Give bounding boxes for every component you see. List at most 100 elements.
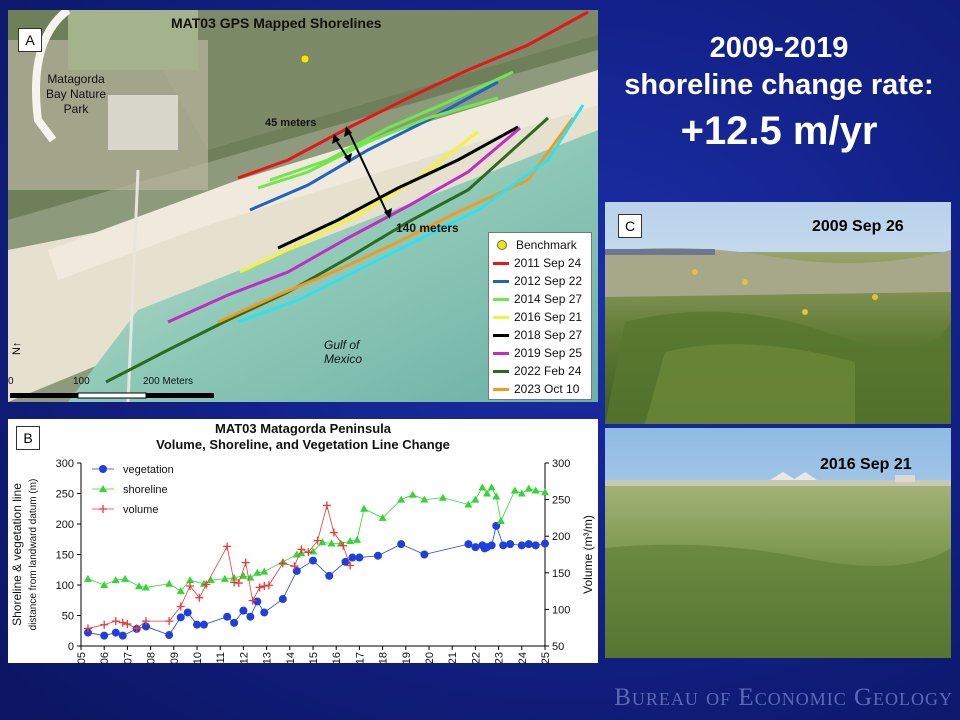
vegetation-point bbox=[199, 620, 208, 629]
vegetation-point bbox=[176, 613, 185, 622]
chart-subtitle: Volume, Shoreline, and Vegetation Line C… bbox=[156, 437, 450, 452]
vegetation-point bbox=[506, 540, 515, 549]
legend-item: 2023 Oct 10 bbox=[493, 381, 579, 397]
y-tick-label: 250 bbox=[56, 489, 74, 501]
vegetation-point bbox=[471, 543, 480, 552]
vegetation-point bbox=[517, 541, 526, 550]
y2-tick-label: 150 bbox=[552, 568, 570, 580]
shoreline-point bbox=[531, 486, 540, 494]
footer-organization: Bureau of Economic Geology bbox=[614, 684, 953, 711]
gulf-label: Gulf of Mexico bbox=[324, 338, 363, 366]
shoreline-point bbox=[100, 581, 109, 588]
shoreline-point bbox=[165, 579, 174, 587]
volume-point bbox=[297, 545, 306, 554]
shoreline-point bbox=[378, 513, 387, 521]
volume-point bbox=[264, 581, 273, 590]
volume-point bbox=[339, 541, 348, 550]
change-chart: MAT03 Matagorda Peninsula Volume, Shoreli… bbox=[8, 419, 598, 676]
legend-label: 2014 Sep 27 bbox=[514, 292, 583, 306]
legend-line-icon bbox=[493, 387, 509, 391]
y2-axis-label: Volume (m³/m) bbox=[581, 515, 595, 594]
shoreline-point bbox=[121, 574, 130, 582]
chart-title: MAT03 Matagorda Peninsula bbox=[215, 421, 392, 436]
volume-point bbox=[100, 620, 109, 629]
vegetation-point bbox=[100, 631, 109, 640]
shoreline-point bbox=[141, 583, 150, 591]
legend-line-icon bbox=[493, 333, 509, 337]
shoreline-point bbox=[524, 484, 533, 492]
legend-line-icon bbox=[493, 297, 509, 301]
y-tick-label: 200 bbox=[56, 519, 74, 531]
vegetation-legend-marker bbox=[99, 465, 107, 473]
y-tick-label: 300 bbox=[56, 458, 74, 470]
x-tick-label: 2014 bbox=[285, 652, 297, 663]
vegetation-legend-label: vegetation bbox=[123, 464, 174, 476]
vegetation-point bbox=[239, 606, 248, 615]
scale-label-0: 0 bbox=[8, 376, 14, 387]
shoreline-point bbox=[464, 500, 473, 508]
volume-point bbox=[202, 580, 211, 589]
y2-tick-label: 200 bbox=[552, 531, 570, 543]
vegetation-point bbox=[111, 628, 120, 637]
volume-point bbox=[313, 536, 322, 545]
shoreline-point bbox=[230, 573, 239, 581]
vegetation-point bbox=[487, 541, 496, 550]
volume-point bbox=[290, 562, 299, 571]
x-tick-label: 2018 bbox=[378, 652, 390, 663]
scale-label-200: 200 Meters bbox=[143, 376, 194, 387]
panel-letter-c: C bbox=[618, 214, 642, 238]
shoreline-point bbox=[220, 574, 229, 582]
x-tick-label: 2009 bbox=[169, 652, 181, 663]
vegetation-point bbox=[524, 540, 533, 549]
legend-item: 2019 Sep 25 bbox=[493, 345, 582, 361]
photo-2009-date: 2009 Sep 26 bbox=[812, 218, 904, 235]
rate-period: 2009-2019 bbox=[709, 32, 849, 64]
volume-point bbox=[322, 501, 331, 510]
vegetation-point bbox=[83, 628, 92, 637]
vegetation-point bbox=[165, 631, 174, 640]
shoreline-point bbox=[353, 535, 362, 543]
x-tick-label: 2025 bbox=[540, 652, 552, 663]
legend-item: 2022 Feb 24 bbox=[493, 363, 581, 379]
shoreline-point bbox=[327, 539, 336, 547]
shoreline-point bbox=[186, 576, 195, 584]
volume-legend-marker bbox=[99, 505, 107, 513]
shoreline-point bbox=[206, 576, 215, 584]
x-tick-label: 2022 bbox=[470, 652, 482, 663]
volume-point bbox=[260, 581, 269, 590]
volume-point bbox=[141, 617, 150, 626]
shoreline-line bbox=[87, 486, 546, 592]
shoreline-point bbox=[135, 582, 143, 590]
rate-title: 2009-2019 shoreline change rate: +12.5 m… bbox=[598, 30, 960, 158]
x-tick-label: 2011 bbox=[215, 652, 227, 663]
distance-45-label: 45 meters bbox=[265, 117, 317, 129]
y2-tick-label: 300 bbox=[552, 458, 570, 470]
volume-point bbox=[304, 548, 313, 557]
legend-item: 2024 Oct 2 bbox=[493, 399, 573, 402]
shoreline-point bbox=[176, 587, 185, 595]
shoreline-point bbox=[239, 571, 248, 579]
vegetation-point bbox=[223, 612, 232, 621]
x-tick-label: 2010 bbox=[192, 652, 204, 663]
vegetation-point bbox=[397, 540, 406, 549]
x-tick-label: 2013 bbox=[262, 652, 274, 663]
vegetation-point bbox=[260, 608, 269, 617]
vegetation-point bbox=[141, 622, 150, 631]
photo-2009-image bbox=[605, 202, 951, 424]
legend-item: 2011 Sep 24 bbox=[493, 255, 581, 271]
vegetation-point bbox=[341, 557, 350, 566]
vegetation-point bbox=[348, 553, 357, 562]
legend-item: 2018 Sep 27 bbox=[493, 327, 582, 343]
legend-label: Benchmark bbox=[516, 238, 577, 252]
y-tick-label: 150 bbox=[56, 550, 74, 562]
x-tick-label: 2023 bbox=[494, 652, 506, 663]
volume-point bbox=[230, 578, 239, 587]
x-tick-label: 2006 bbox=[99, 652, 111, 663]
shoreline-point bbox=[510, 486, 519, 494]
benchmark-dot bbox=[300, 54, 310, 64]
legend-line-icon bbox=[493, 279, 509, 283]
volume-point bbox=[241, 558, 250, 567]
volume-point bbox=[123, 620, 132, 629]
x-tick-label: 2020 bbox=[424, 652, 436, 663]
